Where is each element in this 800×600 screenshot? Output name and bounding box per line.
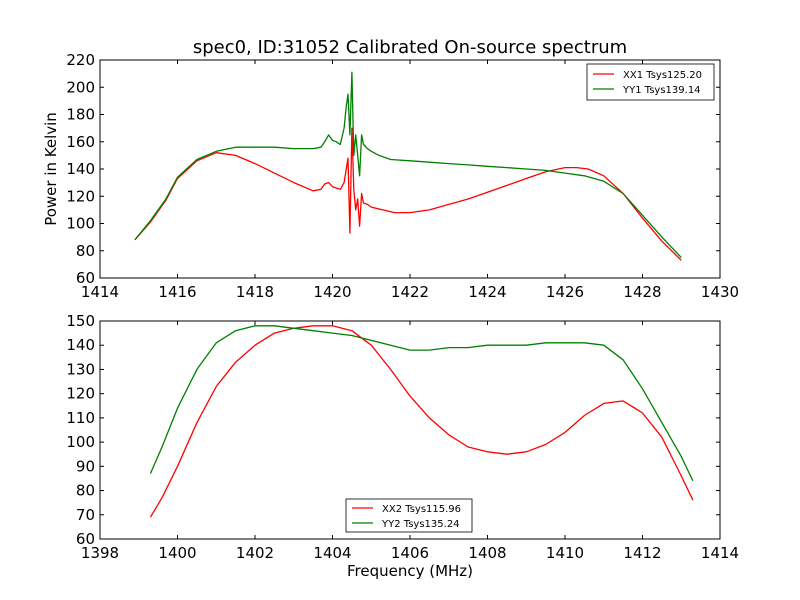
bottom-x-tick-label: 1410: [546, 544, 584, 562]
top-series-lines: [134, 71, 682, 261]
top-series-line-0: [134, 127, 682, 261]
top-legend-label-xx1: XX1 Tsys125.20: [623, 70, 702, 81]
bottom-x-tick-labels: 1398 1400 1402 1404 1406 1408 1410 1412 1414: [81, 544, 739, 562]
top-x-tick-label: 1418: [236, 283, 274, 301]
plot-bottom: 1398 1400 1402 1404 1406 1408 1410 1412 1414 60 7…: [66, 312, 739, 580]
top-y-tick-label: 120: [66, 187, 95, 205]
bottom-x-tick-label: 1400: [158, 544, 196, 562]
bottom-series-line-1: [149, 325, 694, 482]
bottom-legend-box: [345, 498, 473, 533]
bottom-y-tick-label: 150: [66, 312, 95, 330]
bottom-y-tick-label: 140: [66, 336, 95, 354]
bottom-legend: XX2 Tsys115.96 YY2 Tsys135.24: [345, 498, 473, 533]
top-y-axis-label: Power in Kelvin: [42, 112, 60, 226]
bottom-x-tick-label: 1404: [313, 544, 351, 562]
top-x-tick-label: 1414: [81, 283, 119, 301]
top-x-tick-label: 1416: [158, 283, 196, 301]
top-x-tick-label: 1428: [623, 283, 661, 301]
top-y-tick-label: 80: [76, 242, 95, 260]
bottom-y-tick-label: 90: [76, 457, 95, 475]
bottom-y-tick-label: 110: [66, 409, 95, 427]
bottom-x-tick-label: 1398: [81, 544, 119, 562]
bottom-y-tick-label: 130: [66, 360, 95, 378]
top-tick-marks: [99, 59, 721, 279]
bottom-x-tick-label: 1412: [623, 544, 661, 562]
top-x-tick-label: 1420: [313, 283, 351, 301]
bottom-legend-label-xx2: XX2 Tsys115.96: [382, 504, 461, 515]
top-y-tick-label: 220: [66, 51, 95, 69]
bottom-y-tick-label: 120: [66, 385, 95, 403]
bottom-y-tick-label: 80: [76, 482, 95, 500]
bottom-series-lines: [149, 325, 694, 518]
plot-top: 1414 1416 1418 1420 1422 1424 1426 1428 1430 60 8…: [42, 51, 739, 301]
bottom-x-tick-label: 1402: [236, 544, 274, 562]
bottom-x-tick-label: 1406: [391, 544, 429, 562]
chart-title: spec0, ID:31052 Calibrated On-source spe…: [193, 37, 627, 58]
top-y-tick-label: 140: [66, 160, 95, 178]
top-y-tick-label: 60: [76, 269, 95, 287]
bottom-legend-label-yy2: YY2 Tsys135.24: [381, 519, 460, 530]
top-x-tick-label: 1430: [701, 283, 739, 301]
top-x-tick-label: 1424: [468, 283, 506, 301]
top-x-tick-labels: 1414 1416 1418 1420 1422 1424 1426 1428 1430: [81, 283, 739, 301]
bottom-series-line-0: [149, 325, 694, 518]
bottom-y-tick-label: 70: [76, 506, 95, 524]
bottom-x-tick-label: 1414: [701, 544, 739, 562]
bottom-y-tick-label: 100: [66, 433, 95, 451]
top-y-tick-label: 160: [66, 133, 95, 151]
bottom-y-tick-label: 60: [76, 530, 95, 548]
bottom-x-tick-label: 1408: [468, 544, 506, 562]
top-legend-label-yy1: YY1 Tsys139.14: [622, 85, 701, 96]
top-y-tick-label: 200: [66, 78, 95, 96]
top-x-tick-label: 1426: [546, 283, 584, 301]
top-legend: XX1 Tsys125.20 YY1 Tsys139.14: [586, 63, 715, 101]
top-series-line-1: [134, 71, 682, 259]
top-y-tick-label: 180: [66, 106, 95, 124]
bottom-tick-marks: [99, 320, 721, 540]
bottom-y-tick-labels: 60 70 80 90 100 110 120 130 140 150: [66, 312, 95, 548]
top-y-tick-label: 100: [66, 215, 95, 233]
top-legend-box: [586, 63, 715, 101]
top-x-tick-label: 1422: [391, 283, 429, 301]
bottom-x-axis-label: Frequency (MHz): [347, 562, 473, 580]
top-y-tick-labels: 60 80 100 120 140 160 180 200 220: [66, 51, 95, 287]
